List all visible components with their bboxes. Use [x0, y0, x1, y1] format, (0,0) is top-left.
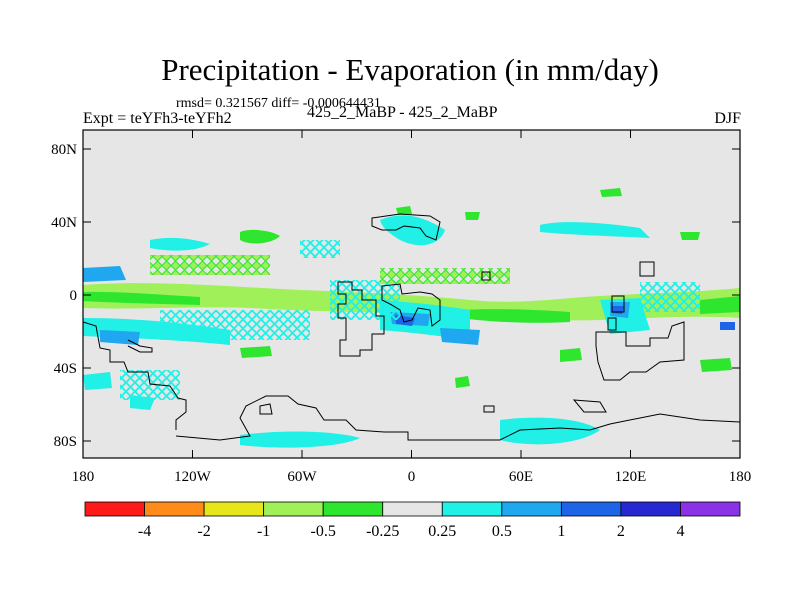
x-tick-label: 180 — [729, 469, 752, 485]
y-axis: 80N 40N 0 40S 80S — [51, 142, 740, 450]
colorbar-label: 0.25 — [428, 523, 456, 540]
case-names: 425_2_MaBP - 425_2_MaBP — [307, 104, 498, 121]
y-tick-label: 40S — [54, 361, 77, 377]
y-tick-label: 80N — [51, 142, 77, 158]
hatch-region-2 — [160, 310, 310, 340]
field-band-green — [83, 283, 740, 321]
coastlines — [83, 213, 740, 441]
coast-africa — [381, 283, 441, 327]
blob-6 — [600, 188, 700, 240]
coast-antarctica — [175, 395, 740, 441]
hatch-region-5 — [640, 282, 700, 312]
plot-title: Precipitation - Evaporation (in mm/day) — [161, 52, 659, 87]
field-band-lightblue — [83, 266, 630, 345]
blob-3 — [380, 215, 445, 246]
coast-central-america — [127, 339, 153, 353]
blob-10 — [240, 431, 360, 448]
blob-1 — [240, 229, 280, 244]
coast-australia — [595, 321, 685, 381]
coast-asia-islands — [481, 261, 655, 331]
hatch-region-7 — [300, 240, 340, 258]
x-tick-label: 120W — [174, 469, 212, 485]
field-band-green2 — [83, 291, 740, 323]
colorbar-box — [560, 501, 622, 517]
coast-europe — [371, 213, 441, 241]
colorbar-label: -2 — [197, 523, 210, 540]
precip-field — [83, 188, 740, 448]
x-tick-label: 0 — [408, 469, 416, 485]
x-tick-label: 120E — [615, 469, 647, 485]
colorbar-box — [382, 501, 443, 517]
blob-9 — [500, 417, 600, 445]
colorbar-label: -0.25 — [366, 523, 399, 540]
season-label: DJF — [714, 110, 741, 127]
blob-5 — [540, 222, 650, 238]
x-tick-label: 60E — [509, 469, 533, 485]
colorbar-box — [322, 501, 384, 517]
colorbar-box — [441, 501, 503, 517]
colorbar-label: 4 — [676, 523, 684, 540]
colorbar-label: 2 — [617, 523, 625, 540]
colorbar-label: -1 — [257, 523, 270, 540]
colorbar-box — [501, 501, 562, 517]
y-tick-label: 80S — [54, 434, 77, 450]
blob-11 — [560, 348, 732, 372]
colorbar-box — [620, 501, 681, 517]
x-tick-label: 60W — [287, 469, 317, 485]
coast-north-america-west — [83, 321, 187, 430]
stats-line: rmsd= 0.321567 diff= -0.000644431 — [176, 96, 381, 111]
x-axis: 180 120W 60W 0 60E 120E 180 — [72, 130, 752, 485]
y-tick-label: 40N — [51, 215, 77, 231]
blob-4 — [396, 206, 480, 220]
colorbar-box — [144, 501, 205, 517]
x-tick-label: 180 — [72, 469, 95, 485]
coast-south-america — [337, 281, 385, 357]
colorbar-box — [84, 501, 145, 517]
colorbar-box — [680, 501, 741, 517]
colorbar-label: 1 — [557, 523, 565, 540]
hatch-region-4 — [380, 268, 510, 284]
colorbar-label: 0.5 — [492, 523, 512, 540]
y-tick-label: 0 — [70, 288, 78, 304]
blob-7 — [83, 372, 155, 410]
colorbar-label: -0.5 — [311, 523, 336, 540]
experiment-label: Expt = teYFh3-teYFh2 — [83, 110, 232, 127]
colorbar-label: -4 — [138, 523, 151, 540]
blob-2 — [150, 237, 210, 251]
blob-8 — [240, 346, 470, 388]
coast-south-islands — [259, 399, 607, 415]
colorbar-box — [263, 501, 324, 517]
colorbar-box — [203, 501, 265, 517]
hatch-region-1 — [150, 255, 270, 275]
